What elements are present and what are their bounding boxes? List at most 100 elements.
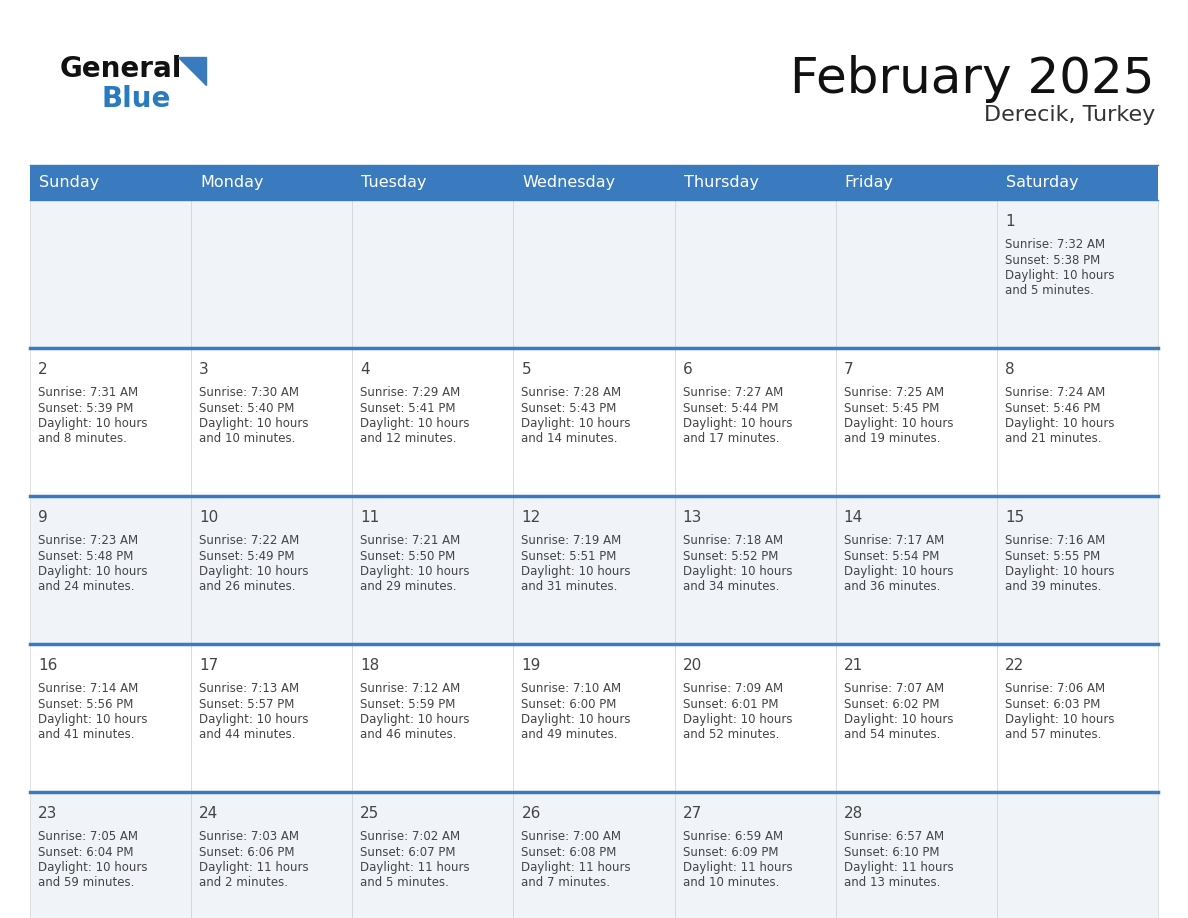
Text: Sunrise: 7:05 AM: Sunrise: 7:05 AM bbox=[38, 830, 138, 843]
FancyBboxPatch shape bbox=[997, 496, 1158, 644]
Text: and 7 minutes.: and 7 minutes. bbox=[522, 877, 611, 890]
Text: Sunrise: 7:22 AM: Sunrise: 7:22 AM bbox=[200, 534, 299, 547]
Text: Sunset: 5:59 PM: Sunset: 5:59 PM bbox=[360, 698, 456, 711]
Text: 26: 26 bbox=[522, 806, 541, 821]
Text: Sunset: 5:40 PM: Sunset: 5:40 PM bbox=[200, 401, 295, 415]
Text: 20: 20 bbox=[683, 658, 702, 673]
Text: and 14 minutes.: and 14 minutes. bbox=[522, 432, 618, 445]
FancyBboxPatch shape bbox=[513, 792, 675, 918]
Text: Sunset: 5:43 PM: Sunset: 5:43 PM bbox=[522, 401, 617, 415]
FancyBboxPatch shape bbox=[675, 792, 835, 918]
Text: Sunrise: 7:02 AM: Sunrise: 7:02 AM bbox=[360, 830, 461, 843]
Text: Sunrise: 7:07 AM: Sunrise: 7:07 AM bbox=[843, 682, 943, 695]
Text: Daylight: 10 hours: Daylight: 10 hours bbox=[200, 565, 309, 578]
Text: Sunrise: 7:09 AM: Sunrise: 7:09 AM bbox=[683, 682, 783, 695]
Text: Sunset: 6:04 PM: Sunset: 6:04 PM bbox=[38, 845, 133, 858]
FancyBboxPatch shape bbox=[835, 200, 997, 348]
Text: Daylight: 11 hours: Daylight: 11 hours bbox=[522, 861, 631, 874]
FancyBboxPatch shape bbox=[513, 165, 675, 200]
Text: Tuesday: Tuesday bbox=[361, 175, 426, 190]
Text: and 31 minutes.: and 31 minutes. bbox=[522, 580, 618, 594]
Text: 1: 1 bbox=[1005, 214, 1015, 229]
Text: 24: 24 bbox=[200, 806, 219, 821]
Text: Sunrise: 7:28 AM: Sunrise: 7:28 AM bbox=[522, 386, 621, 399]
Text: Sunrise: 7:32 AM: Sunrise: 7:32 AM bbox=[1005, 238, 1105, 251]
Text: Daylight: 10 hours: Daylight: 10 hours bbox=[522, 565, 631, 578]
Text: 13: 13 bbox=[683, 510, 702, 525]
Text: Daylight: 11 hours: Daylight: 11 hours bbox=[843, 861, 953, 874]
Text: Daylight: 10 hours: Daylight: 10 hours bbox=[360, 417, 469, 430]
Text: Daylight: 10 hours: Daylight: 10 hours bbox=[1005, 565, 1114, 578]
Text: Sunset: 5:46 PM: Sunset: 5:46 PM bbox=[1005, 401, 1100, 415]
Text: and 54 minutes.: and 54 minutes. bbox=[843, 729, 940, 742]
FancyBboxPatch shape bbox=[835, 165, 997, 200]
FancyBboxPatch shape bbox=[353, 644, 513, 792]
Text: Sunrise: 7:00 AM: Sunrise: 7:00 AM bbox=[522, 830, 621, 843]
FancyBboxPatch shape bbox=[353, 165, 513, 200]
FancyBboxPatch shape bbox=[353, 348, 513, 496]
Text: 23: 23 bbox=[38, 806, 57, 821]
FancyBboxPatch shape bbox=[997, 644, 1158, 792]
FancyBboxPatch shape bbox=[191, 348, 353, 496]
Text: Sunset: 5:41 PM: Sunset: 5:41 PM bbox=[360, 401, 456, 415]
Text: Sunrise: 7:13 AM: Sunrise: 7:13 AM bbox=[200, 682, 299, 695]
Text: and 21 minutes.: and 21 minutes. bbox=[1005, 432, 1101, 445]
Text: 17: 17 bbox=[200, 658, 219, 673]
Text: 8: 8 bbox=[1005, 362, 1015, 377]
FancyBboxPatch shape bbox=[997, 165, 1158, 200]
Text: February 2025: February 2025 bbox=[790, 55, 1155, 103]
Text: 25: 25 bbox=[360, 806, 379, 821]
Text: Sunset: 5:52 PM: Sunset: 5:52 PM bbox=[683, 550, 778, 563]
FancyBboxPatch shape bbox=[835, 644, 997, 792]
FancyBboxPatch shape bbox=[191, 644, 353, 792]
FancyBboxPatch shape bbox=[835, 348, 997, 496]
Text: Daylight: 10 hours: Daylight: 10 hours bbox=[200, 417, 309, 430]
Text: Sunrise: 7:06 AM: Sunrise: 7:06 AM bbox=[1005, 682, 1105, 695]
FancyBboxPatch shape bbox=[191, 792, 353, 918]
Text: Sunrise: 7:16 AM: Sunrise: 7:16 AM bbox=[1005, 534, 1105, 547]
Text: 7: 7 bbox=[843, 362, 853, 377]
Text: 9: 9 bbox=[38, 510, 48, 525]
Text: Sunrise: 7:25 AM: Sunrise: 7:25 AM bbox=[843, 386, 943, 399]
FancyBboxPatch shape bbox=[191, 496, 353, 644]
FancyBboxPatch shape bbox=[30, 348, 191, 496]
Text: 6: 6 bbox=[683, 362, 693, 377]
Text: and 59 minutes.: and 59 minutes. bbox=[38, 877, 134, 890]
Text: 28: 28 bbox=[843, 806, 862, 821]
Text: Sunset: 5:55 PM: Sunset: 5:55 PM bbox=[1005, 550, 1100, 563]
Text: Sunrise: 7:21 AM: Sunrise: 7:21 AM bbox=[360, 534, 461, 547]
Text: Daylight: 10 hours: Daylight: 10 hours bbox=[38, 861, 147, 874]
Text: Sunset: 6:03 PM: Sunset: 6:03 PM bbox=[1005, 698, 1100, 711]
Text: and 41 minutes.: and 41 minutes. bbox=[38, 729, 134, 742]
Text: and 36 minutes.: and 36 minutes. bbox=[843, 580, 940, 594]
Text: 18: 18 bbox=[360, 658, 379, 673]
Text: Sunrise: 7:30 AM: Sunrise: 7:30 AM bbox=[200, 386, 299, 399]
Text: and 57 minutes.: and 57 minutes. bbox=[1005, 729, 1101, 742]
Text: Sunset: 5:39 PM: Sunset: 5:39 PM bbox=[38, 401, 133, 415]
FancyBboxPatch shape bbox=[30, 165, 191, 200]
Text: Sunrise: 7:17 AM: Sunrise: 7:17 AM bbox=[843, 534, 944, 547]
Text: Sunrise: 7:27 AM: Sunrise: 7:27 AM bbox=[683, 386, 783, 399]
Text: Sunrise: 6:59 AM: Sunrise: 6:59 AM bbox=[683, 830, 783, 843]
FancyBboxPatch shape bbox=[353, 200, 513, 348]
Text: Sunset: 6:09 PM: Sunset: 6:09 PM bbox=[683, 845, 778, 858]
Text: Daylight: 11 hours: Daylight: 11 hours bbox=[360, 861, 470, 874]
Text: Sunrise: 7:12 AM: Sunrise: 7:12 AM bbox=[360, 682, 461, 695]
Text: Sunset: 5:50 PM: Sunset: 5:50 PM bbox=[360, 550, 455, 563]
FancyBboxPatch shape bbox=[835, 792, 997, 918]
FancyBboxPatch shape bbox=[835, 496, 997, 644]
Text: Daylight: 10 hours: Daylight: 10 hours bbox=[843, 713, 953, 726]
Text: Daylight: 10 hours: Daylight: 10 hours bbox=[683, 565, 792, 578]
Text: Blue: Blue bbox=[102, 85, 171, 113]
Text: Daylight: 10 hours: Daylight: 10 hours bbox=[38, 417, 147, 430]
FancyBboxPatch shape bbox=[675, 644, 835, 792]
FancyBboxPatch shape bbox=[353, 792, 513, 918]
Text: and 46 minutes.: and 46 minutes. bbox=[360, 729, 456, 742]
Text: and 10 minutes.: and 10 minutes. bbox=[683, 877, 779, 890]
FancyBboxPatch shape bbox=[353, 496, 513, 644]
Text: 22: 22 bbox=[1005, 658, 1024, 673]
Text: Sunrise: 7:14 AM: Sunrise: 7:14 AM bbox=[38, 682, 138, 695]
Text: Sunset: 6:01 PM: Sunset: 6:01 PM bbox=[683, 698, 778, 711]
Text: and 10 minutes.: and 10 minutes. bbox=[200, 432, 296, 445]
Text: Sunset: 6:07 PM: Sunset: 6:07 PM bbox=[360, 845, 456, 858]
